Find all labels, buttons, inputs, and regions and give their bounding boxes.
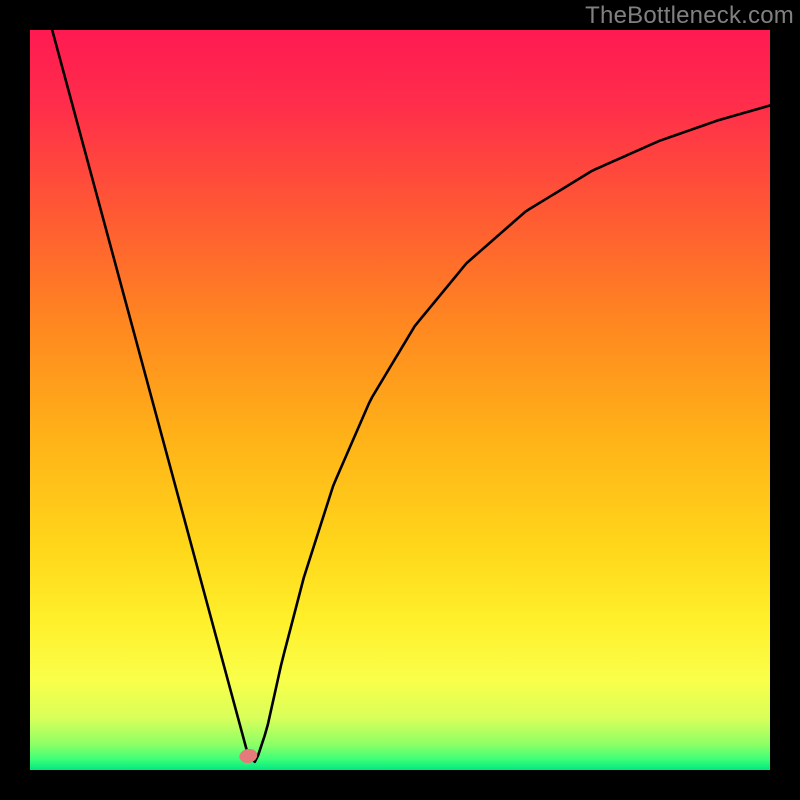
curve-layer bbox=[30, 30, 770, 770]
plot-area bbox=[30, 30, 770, 770]
bottleneck-curve bbox=[52, 30, 770, 762]
watermark-label: TheBottleneck.com bbox=[585, 2, 794, 30]
chart-canvas: TheBottleneck.com bbox=[0, 0, 800, 800]
